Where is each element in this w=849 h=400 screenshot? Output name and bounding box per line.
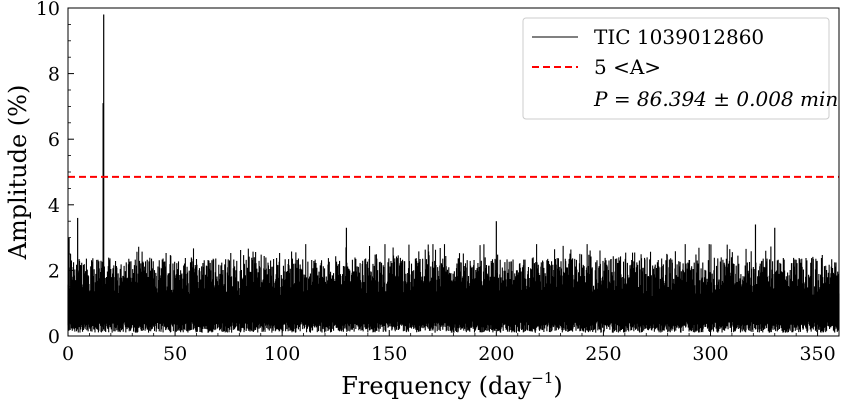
y-axis-title: Amplitude (%) [4,85,32,261]
x-axis-title: Frequency (day−1) [341,369,563,400]
legend-threshold-label: 5 <A> [594,55,661,79]
x-axis-title-close: ) [553,372,562,400]
x-tick-label: 350 [799,343,835,365]
legend-period-label: P = 86.394 ± 0.008 min [593,87,838,111]
x-axis-title-superscript: −1 [531,369,553,387]
x-tick-label: 0 [62,343,74,365]
x-axis-ticks: 0 50 100 150 200 250 300 350 [62,330,836,365]
y-tick-label: 8 [48,64,60,86]
y-tick-label: 10 [36,0,60,20]
y-tick-label: 4 [48,195,60,217]
y-tick-label: 2 [48,260,60,282]
y-axis-ticks: 0 2 4 6 8 10 [36,0,74,348]
legend: TIC 1039012860 5 <A> P = 86.394 ± 0.008 … [522,17,838,120]
peak-lines [68,14,776,330]
y-tick-label: 0 [48,326,60,348]
y-tick-label: 6 [48,129,60,151]
legend-series-label: TIC 1039012860 [594,25,764,49]
x-tick-label: 250 [585,343,621,365]
x-tick-label: 150 [371,343,407,365]
x-tick-label: 100 [264,343,300,365]
x-tick-label: 300 [692,343,728,365]
x-tick-label: 50 [163,343,187,365]
x-tick-label: 200 [478,343,514,365]
legend-box [522,17,830,120]
